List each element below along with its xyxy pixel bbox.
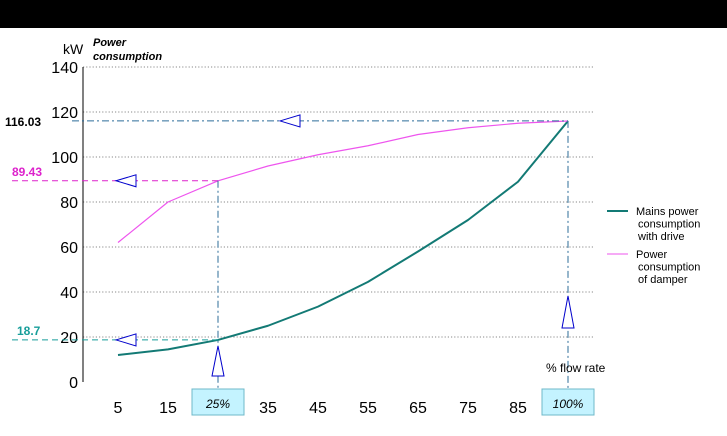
y-tick-label-80: 80 xyxy=(60,195,78,212)
y-tick-label-60: 60 xyxy=(60,240,78,257)
x-axis-ticks: 5 15 25% 35 45 55 65 75 85 100% xyxy=(114,388,595,417)
chart-title-line-2: consumption xyxy=(93,51,162,63)
x-axis-label: % flow rate xyxy=(546,361,606,375)
vertical-arrow-0 xyxy=(211,345,225,377)
series-lines xyxy=(117,120,569,356)
legend-label-0-2: with drive xyxy=(637,231,684,243)
annotation-arrow-2 xyxy=(114,333,137,347)
y-tick-label-120: 120 xyxy=(51,105,78,122)
x-category-label-7: 75 xyxy=(459,400,477,417)
annotation-arrow-1 xyxy=(114,174,137,188)
legend-label-1-1: consumption xyxy=(638,262,700,274)
x-category-label-6: 65 xyxy=(409,400,427,417)
series-line-0 xyxy=(117,120,569,356)
legend-label-0-1: consumption xyxy=(638,219,700,231)
y-unit-label: kW xyxy=(63,41,84,57)
y-tick-label-100: 100 xyxy=(51,150,78,167)
x-category-label-5: 55 xyxy=(359,400,377,417)
power-consumption-chart: 0 20 40 60 80 100 120 140 5 15 25% 35 45 55 65 75 85 100… xyxy=(5,37,700,417)
annotation-arrow-0 xyxy=(278,114,301,128)
chart-panel: 0 20 40 60 80 100 120 140 5 15 25% 35 45 55 65 75 85 100… xyxy=(0,28,727,436)
x-category-label-2: 25% xyxy=(205,397,230,411)
annotation-value-0: 116.03 xyxy=(5,115,41,129)
vertical-arrow-1 xyxy=(561,295,575,329)
y-axis-ticks: 0 20 40 60 80 100 120 140 xyxy=(51,60,78,392)
series-line-1 xyxy=(117,120,569,243)
x-category-label-1: 15 xyxy=(159,400,177,417)
grid-lines xyxy=(82,66,595,382)
y-tick-label-40: 40 xyxy=(60,285,78,302)
legend-label-1-2: of damper xyxy=(638,274,688,286)
x-category-label-4: 45 xyxy=(309,400,327,417)
y-tick-label-0: 0 xyxy=(69,375,78,392)
annotation-value-2: 18.7 xyxy=(17,324,41,338)
annotations: 116.03 89.43 18.7 xyxy=(5,114,575,389)
annotation-value-1: 89.43 xyxy=(12,165,42,179)
x-category-box-9 xyxy=(541,388,595,416)
x-category-label-8: 85 xyxy=(509,400,527,417)
x-category-label-3: 35 xyxy=(259,400,277,417)
chart-title-line-1: Power xyxy=(93,37,127,49)
y-tick-label-140: 140 xyxy=(51,60,78,77)
legend-label-0-0: Mains power xyxy=(636,206,699,218)
x-category-label-0: 5 xyxy=(114,400,123,417)
legend-label-1-0: Power xyxy=(636,249,668,261)
x-category-box-2 xyxy=(191,388,245,416)
x-category-label-9: 100% xyxy=(553,397,584,411)
y-tick-label-20: 20 xyxy=(60,330,78,347)
